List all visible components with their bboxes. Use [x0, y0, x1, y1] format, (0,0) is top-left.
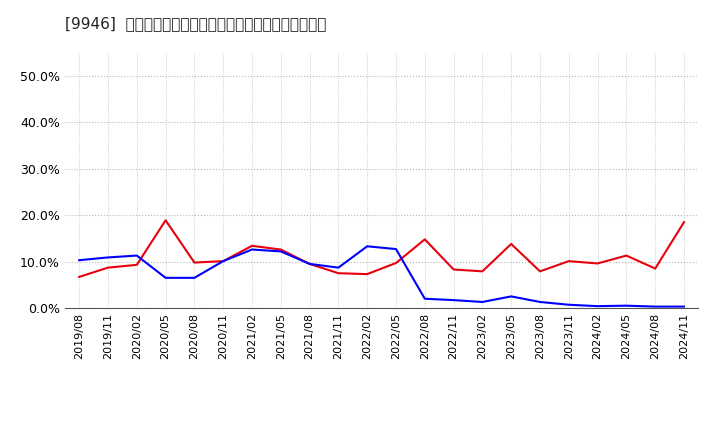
有利子負債 — [593, 304, 602, 309]
現頂金 — [449, 267, 458, 272]
有利子負債 — [680, 304, 688, 309]
有利子負債 — [248, 247, 256, 252]
有利子負債 — [392, 246, 400, 252]
有利子負債 — [478, 299, 487, 304]
有利子負債 — [276, 249, 285, 254]
現頂金 — [305, 261, 314, 267]
現頂金 — [334, 271, 343, 276]
有利子負債 — [536, 299, 544, 304]
有利子負債 — [104, 255, 112, 260]
有利子負債 — [651, 304, 660, 309]
現頂金 — [363, 271, 372, 277]
現頂金 — [680, 220, 688, 225]
現頂金 — [536, 269, 544, 274]
現頂金 — [420, 237, 429, 242]
Text: [9946]  現頂金、有利子負債の総資産に対する比率の推移: [9946] 現頂金、有利子負債の総資産に対する比率の推移 — [65, 16, 326, 31]
現頂金 — [161, 218, 170, 223]
現頂金 — [104, 265, 112, 270]
有利子負債 — [507, 294, 516, 299]
有利子負債 — [132, 253, 141, 258]
有利子負債 — [75, 257, 84, 263]
有利子負債 — [161, 275, 170, 280]
現頂金 — [75, 274, 84, 279]
有利子負債 — [622, 303, 631, 308]
有利子負債 — [363, 244, 372, 249]
現頂金 — [392, 260, 400, 266]
現頂金 — [219, 258, 228, 264]
現頂金 — [276, 247, 285, 252]
現頂金 — [478, 269, 487, 274]
現頂金 — [132, 262, 141, 268]
現頂金 — [593, 261, 602, 266]
現頂金 — [651, 266, 660, 271]
Line: 有利子負債: 有利子負債 — [79, 246, 684, 307]
有利子負債 — [190, 275, 199, 280]
現頂金 — [564, 258, 573, 264]
有利子負債 — [564, 302, 573, 308]
現頂金 — [190, 260, 199, 265]
有利子負債 — [449, 297, 458, 303]
有利子負債 — [420, 296, 429, 301]
有利子負債 — [219, 258, 228, 264]
有利子負債 — [334, 265, 343, 270]
現頂金 — [622, 253, 631, 258]
現頂金 — [248, 243, 256, 249]
有利子負債 — [305, 261, 314, 267]
現頂金 — [507, 241, 516, 246]
Line: 現頂金: 現頂金 — [79, 220, 684, 277]
